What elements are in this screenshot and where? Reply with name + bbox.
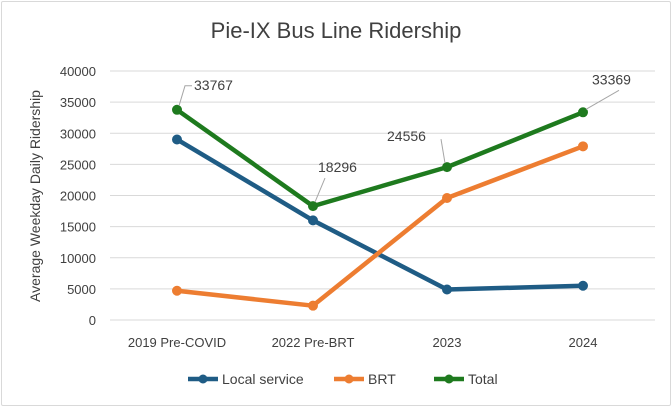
y-tick-label: 20000 (60, 189, 96, 204)
y-tick-label: 15000 (60, 220, 96, 235)
y-axis-label: Average Weekday Daily Ridership (27, 90, 43, 302)
legend-label-brt: BRT (368, 371, 396, 387)
data-labels: 33767 18296 24556 33369 (178, 71, 631, 203)
series-line-brt (174, 144, 586, 308)
legend-label-total: Total (468, 371, 498, 387)
legend-marker-total (444, 374, 454, 384)
data-point-brt (308, 300, 318, 311)
x-tick-label: 2023 (433, 335, 462, 350)
data-point-local-service (172, 134, 182, 145)
y-tick-label: 5000 (67, 282, 96, 297)
x-axis-ticks: 2019 Pre-COVID 2022 Pre-BRT 2023 2024 (128, 335, 598, 350)
y-tick-label: 25000 (60, 157, 96, 172)
chart-title: Pie-IX Bus Line Ridership (211, 18, 462, 43)
y-tick-label: 10000 (60, 251, 96, 266)
legend-marker-local-service (198, 374, 208, 384)
data-label-leader (440, 139, 446, 164)
series-line-total (174, 107, 586, 209)
series-group (172, 104, 588, 311)
data-point-total (578, 107, 588, 118)
grid (110, 70, 655, 321)
x-tick-label: 2022 Pre-BRT (272, 335, 355, 350)
y-axis-ticks: 0 5000 10000 15000 20000 25000 30000 35000 40000 (60, 64, 96, 328)
data-label: 24556 (387, 128, 426, 144)
x-tick-label: 2019 Pre-COVID (128, 335, 226, 350)
data-point-total (308, 201, 318, 212)
x-tick-label: 2024 (569, 335, 598, 350)
y-tick-label: 0 (89, 313, 96, 328)
data-label-leader (585, 89, 620, 110)
data-label: 18296 (318, 159, 357, 175)
data-label: 33767 (194, 77, 233, 93)
data-point-brt (172, 285, 182, 296)
y-tick-label: 35000 (60, 95, 96, 110)
legend-label-local-service: Local service (222, 371, 304, 387)
y-tick-label: 30000 (60, 126, 96, 141)
data-point-brt (578, 141, 588, 152)
data-point-brt (442, 192, 452, 203)
series-line-local-service (174, 137, 586, 292)
data-label-leader (314, 177, 326, 203)
legend: Local service BRT Total (188, 371, 498, 387)
data-point-total (172, 104, 182, 115)
data-point-local-service (578, 280, 588, 291)
data-label-leader (178, 85, 192, 106)
y-tick-label: 40000 (60, 64, 96, 79)
data-label: 33369 (592, 71, 631, 87)
data-point-local-service (442, 284, 452, 295)
legend-marker-brt (344, 374, 354, 384)
data-point-local-service (308, 215, 318, 226)
data-point-total (442, 162, 452, 173)
